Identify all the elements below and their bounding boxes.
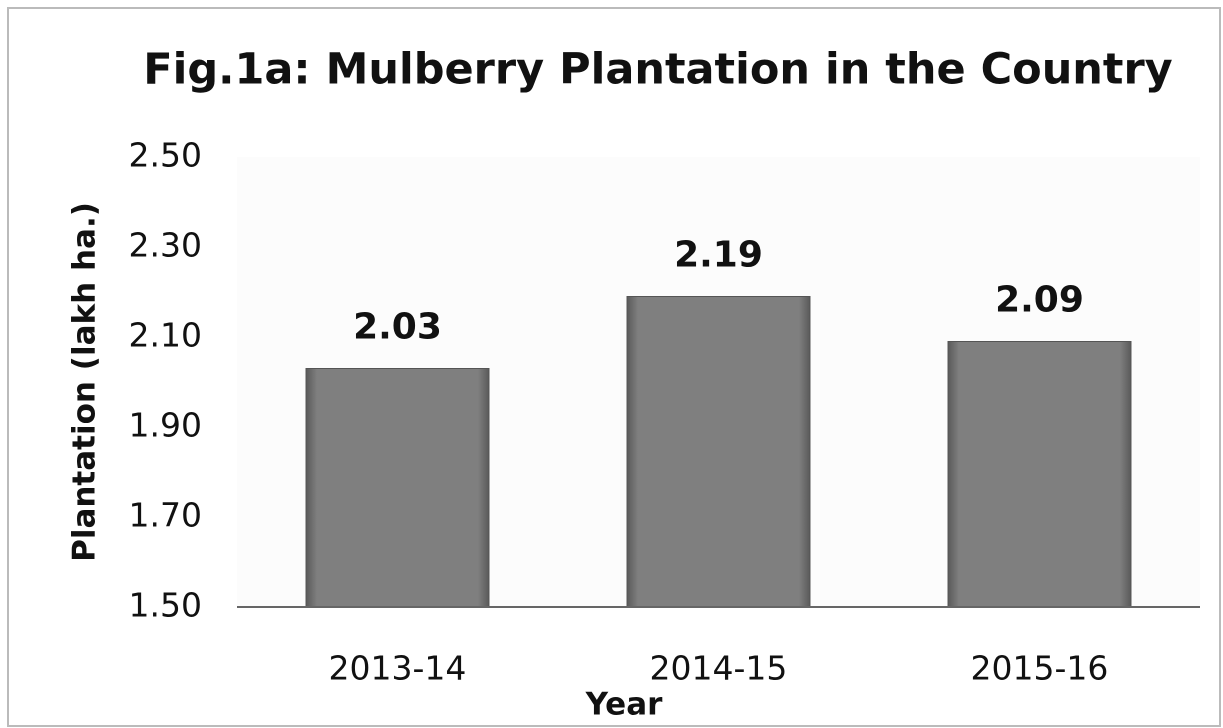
y-tick-label: 1.50 [129,586,202,625]
y-tick-label: 2.10 [129,316,202,355]
bar [947,341,1132,608]
y-tick-label: 1.70 [129,496,202,535]
chart-title: Fig.1a: Mulberry Plantation in the Count… [143,45,1172,95]
bar [305,368,490,608]
x-tick-label: 2013-14 [329,649,467,688]
data-label: 2.19 [674,235,763,276]
y-axis-title: Plantation (lakh ha.) [67,202,103,562]
y-tick-label: 2.30 [129,226,202,265]
y-tick-label: 1.90 [129,406,202,445]
x-tick-label: 2015-16 [971,649,1109,688]
y-tick-label: 2.50 [129,136,202,175]
data-label: 2.09 [995,280,1084,321]
data-label: 2.03 [353,307,442,348]
x-tick-label: 2014-15 [650,649,788,688]
x-axis-title: Year [585,687,664,723]
bar [626,296,811,608]
